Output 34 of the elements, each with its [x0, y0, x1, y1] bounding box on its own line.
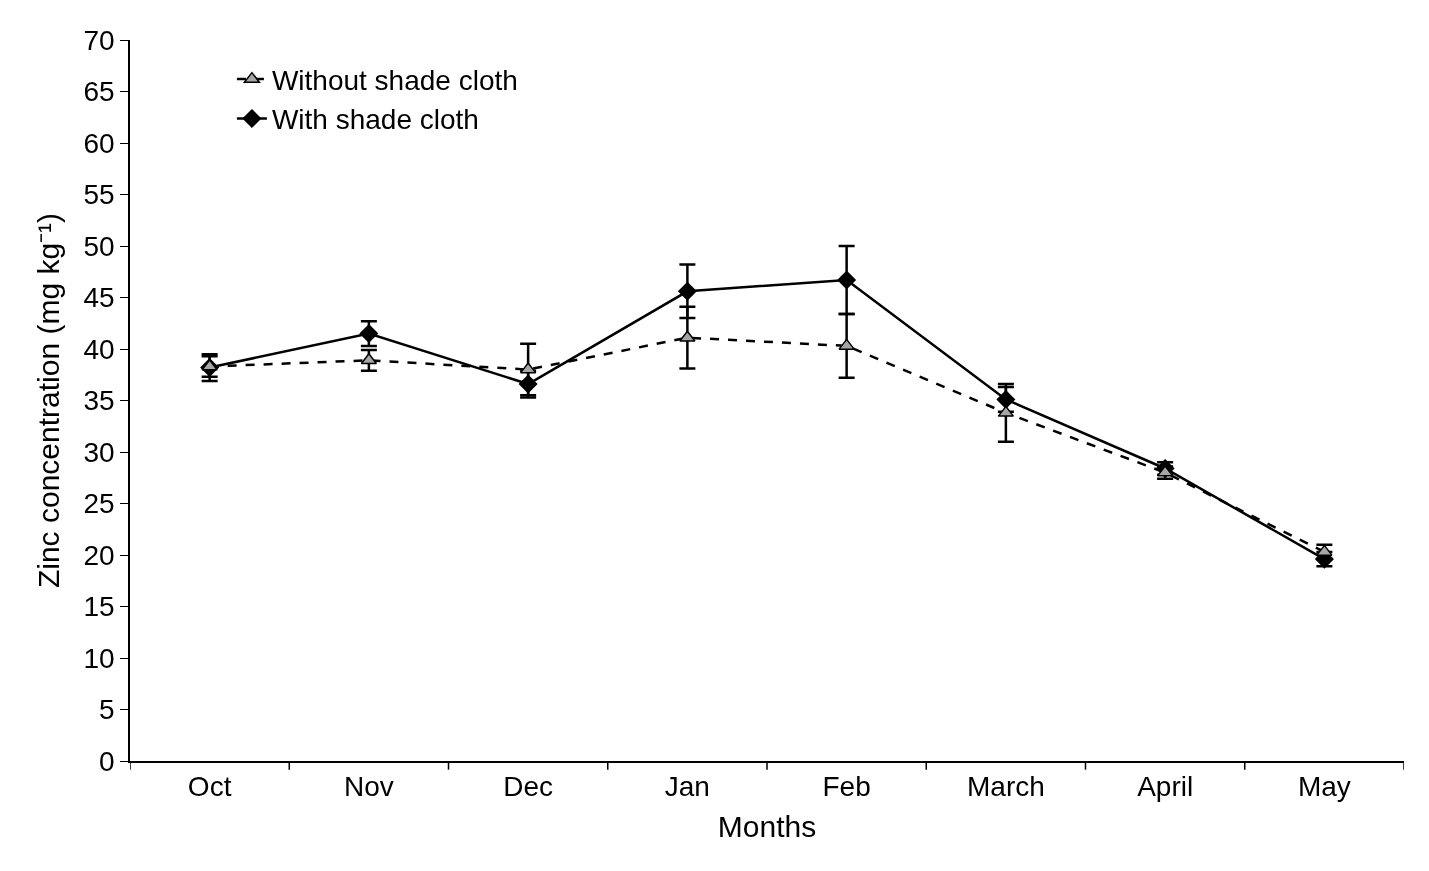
point: [1316, 544, 1333, 556]
point: [678, 282, 697, 301]
point: [838, 338, 855, 350]
point: [837, 270, 856, 290]
y-tick-label: 5: [99, 694, 115, 726]
x-tick-label: Oct: [187, 771, 232, 803]
y-tick-label: 70: [83, 24, 115, 56]
x-tick-label: April: [1137, 771, 1194, 803]
x-axis-title: Months: [717, 810, 817, 844]
point: [201, 359, 218, 371]
y-tick-label: 55: [83, 179, 115, 211]
y-tick-label: 60: [83, 127, 115, 159]
y-tick-label: 35: [83, 385, 115, 417]
y-tick-label: 10: [83, 642, 115, 674]
y-tick-label: 40: [83, 333, 115, 365]
x-tick-label: March: [966, 771, 1045, 803]
legend-label: Without shade cloth: [271, 65, 518, 97]
x-tick-label: Feb: [822, 771, 871, 803]
y-tick-label: 20: [83, 539, 115, 571]
y-tick-label: 50: [83, 230, 115, 262]
y-tick-label: 0: [99, 745, 115, 777]
x-tick-label: May: [1297, 771, 1351, 803]
y-tick-label: 15: [83, 591, 115, 623]
y-tick-label: 45: [83, 282, 115, 314]
x-tick-label: Nov: [343, 771, 394, 803]
y-tick-label: 25: [83, 488, 115, 520]
y-tick-label: 30: [83, 436, 115, 468]
x-tick-label: Jan: [664, 771, 710, 803]
x-tick-label: Dec: [503, 771, 554, 803]
y-axis-title: Zinc concentration (mg kg⁻¹): [31, 212, 65, 589]
point: [679, 330, 696, 342]
point: [359, 324, 379, 343]
y-tick-label: 65: [83, 76, 115, 108]
legend-label: With shade cloth: [271, 104, 479, 136]
